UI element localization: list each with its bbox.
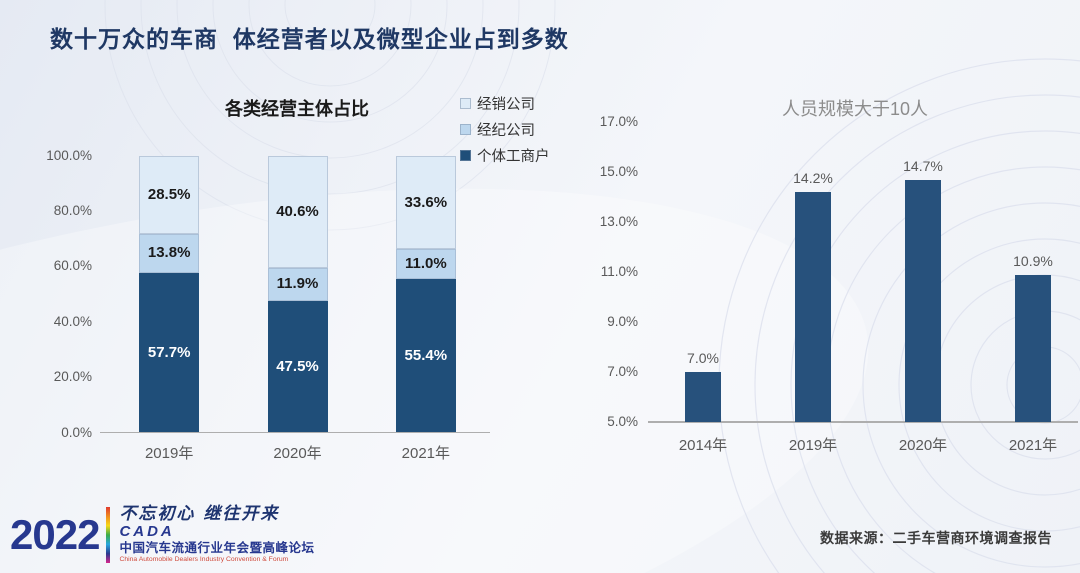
x-axis-label: 2020年 (898, 437, 948, 454)
legend-swatch-dealer-company (460, 97, 471, 109)
bar-value-label: 33.6% (404, 193, 448, 211)
data-source: 数据来源：二手车营商环境调查报告 (820, 530, 1052, 546)
x-axis-label: 2021年 (1008, 437, 1058, 454)
bar-value-label: 11.0% (404, 254, 447, 272)
y-axis-label: 80.0% (53, 202, 92, 218)
bar-value-label: 10.9% (1013, 252, 1053, 269)
slogan-text: 不忘初心 继往开来 (119, 504, 280, 524)
bar-segment (267, 155, 328, 268)
x-axis-label: 2019年 (788, 437, 838, 454)
bar-segment (267, 267, 328, 301)
y-axis-label: 0.0% (61, 424, 92, 440)
y-axis-label: 13.0% (599, 214, 638, 229)
bar-value-label: 28.5% (147, 185, 191, 203)
y-axis-label: 100.0% (46, 147, 92, 163)
legend-item: 经销公司 (460, 90, 550, 116)
x-axis-label: 2020年 (273, 445, 322, 462)
logo-text-block: 不忘初心 继往开来 CADA 中国汽车流通行业年会暨高峰论坛 China Aut… (119, 505, 314, 564)
org-name-en: China Automobile Dealers Industry Conven… (119, 556, 289, 563)
axis-line (648, 421, 1078, 423)
legend-item: 经纪公司 (460, 116, 550, 142)
bar (1015, 274, 1051, 422)
org-name-cn: 中国汽车流通行业年会暨高峰论坛 (119, 541, 315, 555)
bar-segment (395, 279, 456, 433)
y-axis-label: 20.0% (53, 369, 92, 385)
y-axis-label: 15.0% (599, 164, 638, 179)
legend: 经销公司 经纪公司 个体工商户 (460, 90, 550, 168)
bar-segment (395, 155, 456, 249)
legend-swatch-broker-company (460, 123, 471, 135)
legend-item: 个体工商户 (460, 142, 550, 168)
footer-logo: 2022 不忘初心 继往开来 CADA 中国汽车流通行业年会暨高峰论坛 Chin… (10, 505, 314, 564)
bar-value-label: 14.2% (793, 170, 833, 186)
y-axis-label: 11.0% (600, 264, 638, 279)
bar-value-label: 47.5% (276, 357, 319, 375)
bar-segment (139, 155, 200, 235)
bar-segment (395, 248, 456, 280)
bar-segment (139, 234, 200, 273)
left-chart-title: 各类经营主体占比 (225, 99, 369, 119)
bar-value-label: 11.9% (276, 274, 319, 292)
x-axis-label: 2019年 (144, 445, 194, 462)
bar-segment (267, 300, 328, 433)
slide-title: 数十万众的车商 体经营者以及微型企业占到多数 (50, 26, 569, 52)
bar-value-label: 40.6% (276, 202, 319, 220)
x-axis-label: 2021年 (401, 445, 451, 462)
right-chart-title: 人员规模大于10人 (781, 99, 929, 119)
bar-value-label: 57.7% (147, 343, 191, 361)
bar (685, 372, 721, 422)
x-axis-label: 2014年 (678, 437, 728, 454)
year-text: 2022 (10, 510, 100, 558)
legend-label: 个体工商户 (477, 148, 550, 165)
y-axis-label: 9.0% (607, 314, 638, 329)
bar-value-label: 14.7% (903, 157, 943, 174)
y-axis-label: 40.0% (53, 313, 92, 329)
bar-segment (139, 272, 200, 433)
legend-swatch-individual-business (460, 149, 471, 161)
legend-label: 经销公司 (477, 96, 535, 113)
bar-value-label: 13.8% (147, 244, 191, 262)
bar (795, 192, 831, 422)
y-axis-label: 7.0% (607, 364, 638, 379)
legend-label: 经纪公司 (477, 122, 535, 139)
bar-value-label: 55.4% (404, 347, 448, 365)
bar (905, 179, 941, 422)
cada-logo: CADA (119, 523, 175, 540)
rainbow-divider (106, 506, 111, 563)
y-axis-label: 17.0% (599, 114, 638, 129)
bar-value-label: 7.0% (687, 350, 719, 366)
y-axis-label: 5.0% (607, 414, 638, 429)
y-axis-label: 60.0% (53, 258, 92, 274)
